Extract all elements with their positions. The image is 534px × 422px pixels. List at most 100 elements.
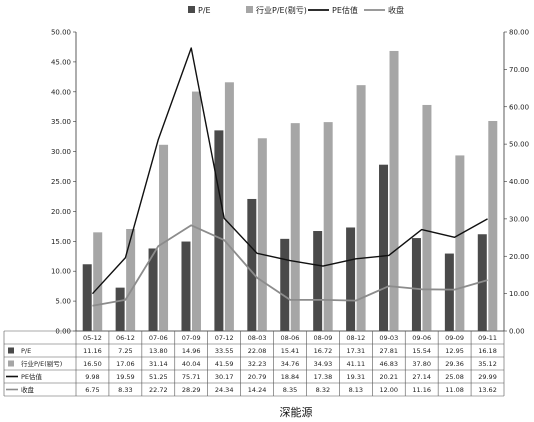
table-cell-value: 30.17 — [215, 373, 234, 381]
table-cell-value: 25.08 — [445, 373, 464, 381]
bar-industry-pe — [422, 104, 432, 332]
legend-label: 收盘 — [388, 5, 404, 15]
table-cell-value: 34.93 — [314, 360, 333, 368]
table-cell-value: 31.14 — [149, 360, 168, 368]
bar-pe — [280, 238, 290, 331]
table-cell-value: 20.21 — [379, 373, 398, 381]
table-cell-value: 9.98 — [85, 373, 99, 381]
table-cell-value: 11.08 — [445, 386, 464, 394]
lines — [91, 47, 488, 307]
bar-pe — [82, 264, 92, 331]
x-tick-label: 07-09 — [182, 334, 201, 342]
table-cell-value: 6.75 — [85, 386, 99, 394]
table-cell-value: 14.96 — [182, 347, 201, 355]
x-tick-label: 08-03 — [248, 334, 267, 342]
table-cell-value: 35.12 — [478, 360, 497, 368]
x-tick-label: 08-06 — [281, 334, 300, 342]
table-cell-value: 27.14 — [412, 373, 431, 381]
y-left-tick-label: 5.00 — [55, 298, 71, 306]
y-left-tick-label: 10.00 — [51, 268, 71, 276]
table-cell-value: 41.11 — [347, 360, 366, 368]
line-pe-valuation — [91, 47, 488, 295]
y-right-tick-label: 10.00 — [509, 290, 529, 298]
legend-swatch — [246, 6, 253, 13]
bar-pe — [247, 198, 257, 331]
bar-pe — [181, 241, 191, 331]
table-legend-swatch — [8, 360, 14, 367]
table-cell-value: 8.33 — [118, 386, 132, 394]
line-close — [92, 224, 488, 307]
bar-industry-pe — [389, 50, 399, 331]
bar-industry-pe — [159, 144, 169, 331]
table-cell-value: 19.31 — [347, 373, 366, 381]
bar-industry-pe — [191, 91, 201, 332]
x-tick-label: 09-11 — [478, 334, 497, 342]
table-cell-value: 17.31 — [347, 347, 366, 355]
table-cell-value: 17.06 — [116, 360, 135, 368]
table-cell-value: 11.16 — [83, 347, 102, 355]
table-cell-value: 16.72 — [314, 347, 333, 355]
bar-industry-pe — [257, 138, 267, 331]
bar-industry-pe — [93, 232, 103, 331]
x-tick-label: 07-12 — [215, 334, 234, 342]
bar-industry-pe — [224, 82, 234, 331]
y-left-tick-label: 45.00 — [51, 58, 71, 66]
bar-pe — [411, 238, 421, 331]
y-left-tick-label: 40.00 — [51, 88, 71, 96]
table-cell-value: 29.36 — [445, 360, 464, 368]
table-cell-value: 15.41 — [281, 347, 300, 355]
table-row-label: 行业P/E(剔亏) — [21, 359, 62, 368]
bar-pe — [214, 130, 224, 331]
x-tick-label: 09-06 — [412, 334, 431, 342]
table-legend-swatch — [8, 347, 14, 354]
y-right-tick-label: 50.00 — [509, 141, 529, 149]
table-cell-value: 12.95 — [445, 347, 464, 355]
y-left-tick-label: 35.00 — [51, 118, 71, 126]
y-right-tick-label: 80.00 — [509, 29, 529, 37]
x-tick-label: 08-09 — [313, 334, 332, 342]
bar-pe — [115, 287, 125, 331]
bar-industry-pe — [323, 122, 333, 332]
table-cell-value: 75.71 — [182, 373, 201, 381]
bars — [82, 50, 498, 332]
data-table: 05-12 06-12 07-06 07-09 07-12 08-03 08-06 08-09… — [3, 330, 505, 397]
table-cell-value: 33.55 — [215, 347, 234, 355]
bar-industry-pe — [356, 85, 366, 331]
table-cell-value: 16.50 — [83, 360, 102, 368]
x-tick-label: 09-09 — [445, 334, 464, 342]
x-tick-label: 09-03 — [379, 334, 398, 342]
table-row-label: PE估值 — [21, 372, 43, 381]
table-cell-value: 20.79 — [248, 373, 267, 381]
y-left-tick-label: 0.00 — [55, 328, 71, 336]
table-cell-value: 24.34 — [215, 386, 234, 394]
y-right-tick-label: 70.00 — [509, 66, 529, 74]
table-cell-value: 19.59 — [116, 373, 135, 381]
y-left-tick-label: 30.00 — [51, 148, 71, 156]
bar-industry-pe — [290, 123, 300, 332]
table-cell-value: 8.13 — [349, 386, 363, 394]
y-right-tick-label: 30.00 — [509, 215, 529, 223]
y-right-tick-label: 0.00 — [509, 328, 525, 336]
table-cell-value: 27.81 — [379, 347, 398, 355]
y-right-tick-label: 40.00 — [509, 178, 529, 186]
x-tick-label: 07-06 — [149, 334, 168, 342]
table-row-label: 收盘 — [21, 385, 35, 394]
x-tick-label: 08-12 — [346, 334, 365, 342]
y-right-tick-label: 60.00 — [509, 103, 529, 111]
chart-caption: 深能源 — [280, 405, 313, 419]
legend-label: PE估值 — [332, 5, 358, 15]
bar-pe — [148, 248, 158, 331]
table-cell-value: 46.83 — [379, 360, 398, 368]
table-cell-value: 37.80 — [412, 360, 431, 368]
bar-pe — [313, 231, 323, 331]
y-left-tick-label: 20.00 — [51, 208, 71, 216]
table-cell-value: 15.54 — [412, 347, 431, 355]
bar-industry-pe — [126, 228, 136, 331]
table-cell-value: 12.00 — [379, 386, 398, 394]
x-tick-label: 05-12 — [83, 334, 102, 342]
bar-pe — [346, 227, 356, 331]
bar-pe — [444, 253, 454, 331]
bar-industry-pe — [488, 120, 498, 332]
legend-label: 行业P/E(剔亏) — [256, 5, 307, 15]
table-cell-value: 22.72 — [149, 386, 168, 394]
